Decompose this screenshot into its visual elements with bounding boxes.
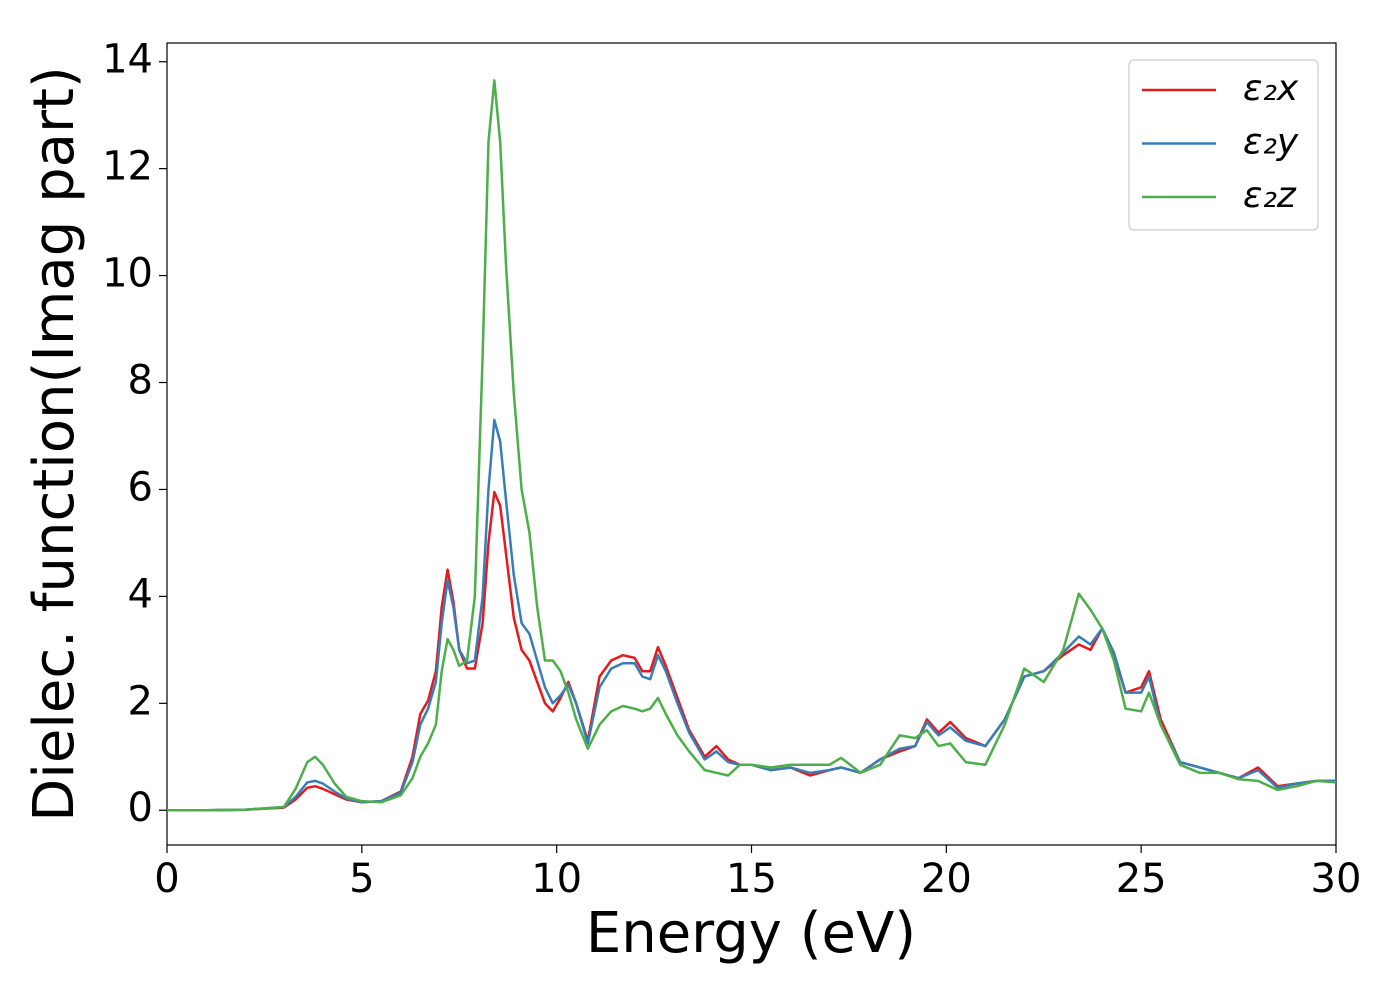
x-tick-label: 15	[726, 856, 777, 902]
legend-label: ε₂x	[1243, 68, 1299, 109]
y-axis-label: Dielec. function(Imag part)	[22, 66, 87, 822]
x-axis-label: Energy (eV)	[586, 901, 916, 966]
x-tick-label: 25	[1116, 856, 1167, 902]
legend-label: ε₂y	[1243, 122, 1299, 163]
y-tick-label: 2	[128, 678, 153, 724]
legend-box	[1128, 59, 1319, 231]
y-tick-label: 12	[102, 144, 153, 190]
legend-label: ε₂z	[1243, 175, 1297, 216]
x-tick-label: 0	[154, 856, 179, 902]
y-tick-label: 0	[128, 785, 153, 831]
x-tick-label: 20	[921, 856, 972, 902]
x-tick-label: 10	[531, 856, 582, 902]
y-tick-label: 10	[102, 251, 153, 297]
x-tick-label: 5	[349, 856, 374, 902]
y-tick-label: 8	[128, 358, 153, 404]
x-tick-label: 30	[1311, 856, 1362, 902]
y-tick-label: 6	[128, 464, 153, 510]
line-series	[167, 490, 1336, 812]
line-series	[167, 418, 1336, 812]
line-series	[167, 79, 1337, 812]
y-tick-label: 4	[128, 571, 153, 617]
y-tick-label: 14	[102, 37, 153, 83]
